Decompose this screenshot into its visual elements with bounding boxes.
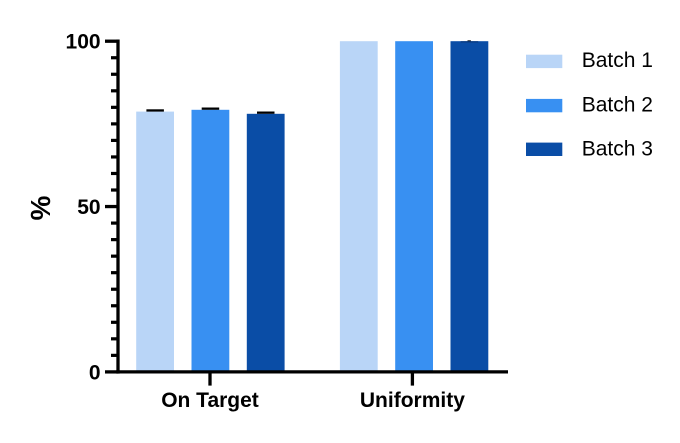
svg-text:%: % [25, 195, 56, 220]
svg-text:0: 0 [89, 361, 101, 384]
svg-text:Uniformity: Uniformity [360, 389, 465, 412]
svg-text:100: 100 [66, 30, 101, 53]
svg-text:Batch 3: Batch 3 [582, 138, 653, 161]
svg-text:Batch 2: Batch 2 [582, 93, 653, 116]
svg-text:Batch 1: Batch 1 [582, 49, 653, 72]
svg-text:50: 50 [77, 196, 100, 219]
svg-text:On Target: On Target [161, 389, 259, 412]
